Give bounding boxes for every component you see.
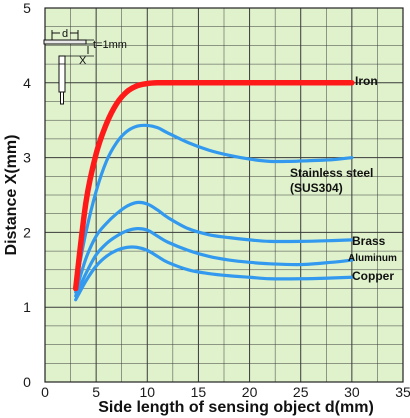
series-line-stainless-steel <box>74 123 354 287</box>
y-tick-label: 1 <box>23 299 31 315</box>
grid-lines <box>44 7 404 383</box>
x-tick-label: 5 <box>92 384 100 400</box>
x-tick-label: 10 <box>139 384 155 400</box>
series-line-brass <box>74 200 354 294</box>
y-tick-label: 5 <box>23 0 31 16</box>
series-label-aluminum: Aluminum <box>348 253 397 264</box>
x-tick-label: 0 <box>41 384 49 400</box>
x-tick-label: 20 <box>242 384 258 400</box>
y-tick-label: 2 <box>23 224 31 240</box>
series-line-aluminum <box>74 227 354 298</box>
y-axis-title: Distance X(mm) <box>3 135 20 256</box>
series-label-copper: Copper <box>352 269 394 283</box>
x-axis-title: Side length of sensing object d(mm) <box>98 399 374 416</box>
y-tick-label: 4 <box>23 75 31 91</box>
sensor-inset-diagram: d t=1mm X <box>43 28 127 105</box>
x-tick-label: 25 <box>293 384 309 400</box>
tick-labels: 0 5 10 15 20 25 30 35 0 1 2 3 4 5 <box>23 0 410 400</box>
inset-thickness-label: t=1mm <box>93 39 127 51</box>
plot-frame <box>44 7 404 383</box>
y-tick-label: 3 <box>23 150 31 166</box>
series-label-stainless-steel: Stainless steel (SUS304) <box>290 166 373 195</box>
sensor-cable-icon <box>60 91 64 105</box>
series-label-iron: Iron <box>355 74 378 88</box>
series-line-copper <box>74 245 354 302</box>
x-tick-label: 35 <box>395 384 410 400</box>
series-labels: Iron Stainless steel (SUS304) Brass Aluminum… <box>290 74 397 283</box>
series-line-iron <box>72 79 355 292</box>
sensing-object-plate <box>43 39 87 45</box>
series-curves <box>72 79 355 302</box>
x-tick-label: 30 <box>344 384 360 400</box>
sensor-head-icon <box>58 55 66 93</box>
y-tick-label: 0 <box>23 374 31 390</box>
series-label-brass: Brass <box>352 234 386 248</box>
inset-d-label: d <box>62 28 68 40</box>
x-tick-label: 15 <box>191 384 207 400</box>
inset-x-label: X <box>79 55 87 67</box>
